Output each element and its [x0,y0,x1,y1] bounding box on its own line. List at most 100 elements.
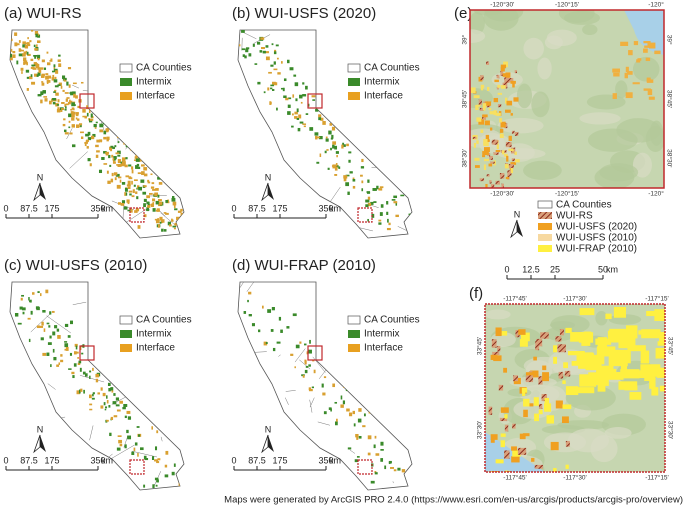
wui-patch [34,48,38,51]
wui-patch [143,167,148,171]
wui-patch [511,456,520,463]
wui-patch [503,61,508,68]
wui-patch [21,307,26,311]
wui-patch [544,397,550,407]
legend-swatch [120,344,132,352]
scale-unit: km [329,455,341,465]
wui-patch [362,425,366,428]
wui-patch [103,151,107,154]
county-line [239,282,246,288]
wui-patch [483,164,487,170]
wui-patch [108,404,111,408]
wui-patch [490,471,500,472]
terrain-shade [579,112,621,125]
county-line [158,357,162,367]
wui-patch [79,367,82,372]
wui-patch [612,93,617,100]
wui-patch [645,57,651,62]
wui-patch [37,67,41,70]
wui-patch [57,59,61,62]
wui-patch [512,82,515,88]
wui-patch [546,415,555,424]
wui-patch [367,179,370,183]
wui-patch [31,64,36,67]
wui-patch [135,154,138,159]
wui-patch [511,446,517,451]
wui-patch [82,109,86,113]
wui-patch [531,457,535,462]
wui-patch [131,166,134,170]
wui-patch [156,479,159,483]
wui-patch [390,467,395,469]
wui-patch [87,131,91,136]
wui-patch [14,32,18,36]
wui-patch [44,98,48,102]
wui-patch [84,115,87,119]
wui-patch [158,199,162,202]
wui-patch [171,197,176,202]
wui-patch [494,79,499,83]
wui-patch [172,225,176,228]
wui-patch [71,103,75,105]
wui-patch [640,350,650,364]
county-line [10,381,23,402]
map-panel: (a) WUI-RS CA Counties Intermix Interface N 0… [3,5,192,239]
county-line [160,212,180,230]
wui-patch [480,129,484,133]
wui-patch [64,92,69,94]
wui-patch [651,387,659,396]
wui-patch [40,91,44,95]
wui-patch [367,196,371,200]
wui-patch [328,407,332,410]
wui-patch [583,331,592,339]
wui-patch [117,159,122,164]
wui-patch [521,387,528,393]
north-label: N [514,209,521,219]
wui-patch [76,351,79,354]
wui-patch [332,144,335,149]
wui-patch [10,30,12,31]
wui-patch [263,341,268,346]
wui-patch [87,137,92,141]
wui-patch [80,388,83,392]
wui-patch [56,108,61,113]
wui-patch [18,53,23,57]
wui-patch [167,199,170,203]
wui-patch [280,87,284,90]
wui-patch [274,49,277,52]
wui-patch [496,74,500,79]
wui-patch [342,144,346,147]
wui-patch [95,373,100,378]
wui-patch [282,87,285,92]
wui-patch [150,173,153,176]
wui-patch [99,129,104,133]
wui-patch [276,57,279,60]
wui-patch [55,92,59,96]
wui-patch [127,186,131,190]
wui-patch [361,188,364,192]
wui-patch [154,477,159,481]
wui-patch [36,325,41,329]
wui-patch [124,187,128,192]
wui-patch [393,195,398,199]
scale-label: 0 [231,455,236,465]
wui-patch [171,471,175,476]
wui-patch [10,57,13,61]
wui-patch [292,94,295,98]
wui-patch [373,444,376,449]
wui-patch [80,124,82,128]
wui-patch [504,97,508,104]
wui-patch [27,317,31,320]
county-line [350,115,354,135]
wui-patch [177,210,182,213]
wui-patch [121,181,126,185]
wui-patch [173,227,176,230]
wui-patch [73,363,77,367]
county-line [326,480,347,484]
wui-patch [590,354,605,365]
wui-patch [120,202,125,206]
county-line [340,45,360,55]
wui-patch [46,352,50,356]
wui-patch [232,55,235,58]
wui-patch [65,98,68,102]
